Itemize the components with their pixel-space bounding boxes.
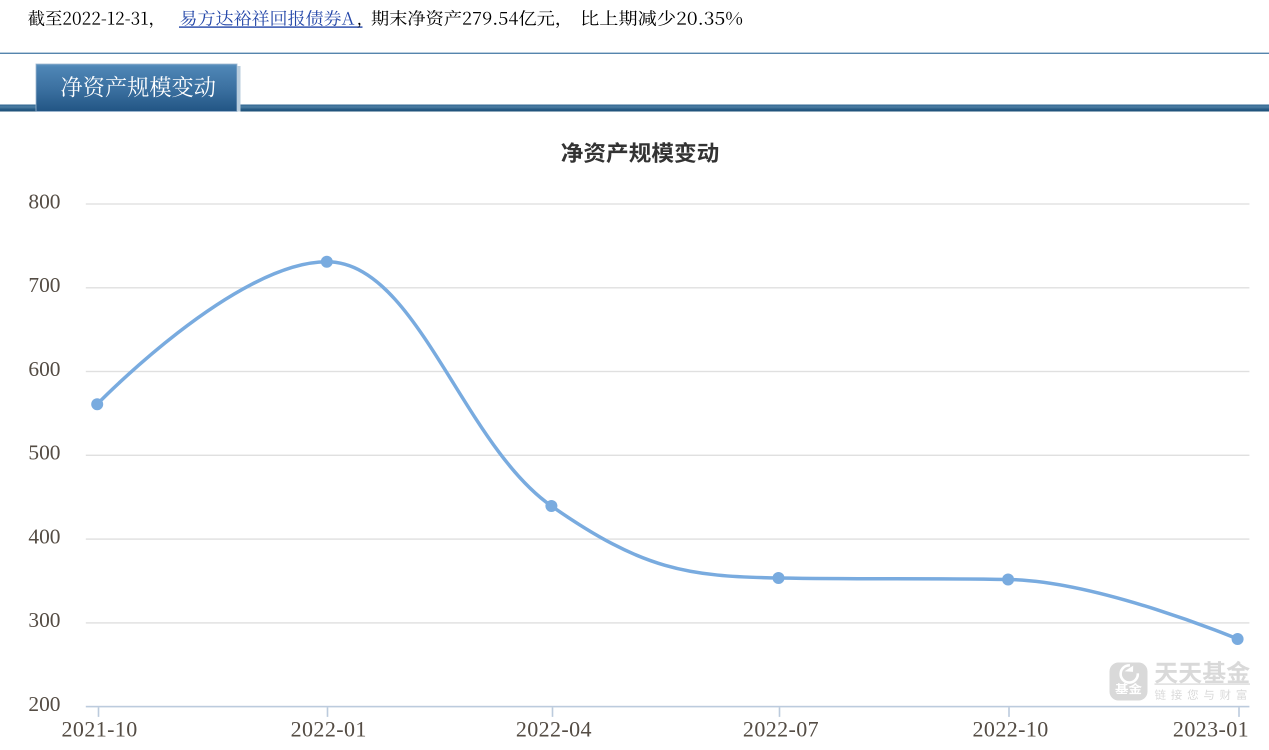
svg-text:400: 400: [28, 524, 60, 548]
svg-text:800: 800: [28, 189, 60, 213]
svg-text:2022-04: 2022-04: [516, 716, 592, 741]
svg-text:700: 700: [28, 273, 60, 297]
svg-text:2022-10: 2022-10: [973, 716, 1049, 741]
svg-text:2021-10: 2021-10: [62, 716, 138, 741]
svg-text:500: 500: [28, 441, 60, 465]
svg-text:2022-07: 2022-07: [743, 716, 819, 741]
svg-text:200: 200: [28, 692, 60, 716]
svg-text:600: 600: [28, 357, 60, 381]
svg-text:300: 300: [28, 608, 60, 632]
svg-text:2022-01: 2022-01: [291, 716, 367, 741]
svg-text:2023-01: 2023-01: [1173, 716, 1249, 741]
